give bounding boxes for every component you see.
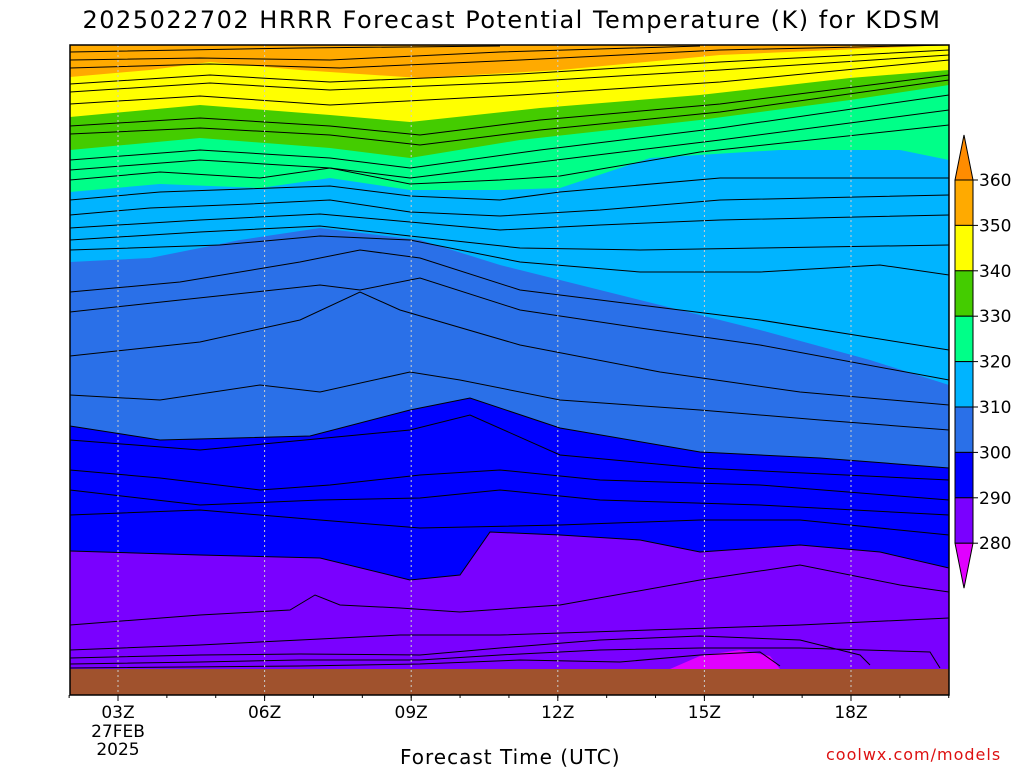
x-date-label: 2025 (96, 740, 139, 760)
ground (70, 669, 949, 695)
contour-line (70, 509, 949, 536)
contour-line (70, 94, 949, 169)
colorbar-segment (954, 497, 974, 544)
contour-line (70, 79, 949, 146)
colorbar-label: 290 (979, 489, 1011, 509)
contour-lines (70, 45, 949, 669)
colorbar-label: 360 (979, 171, 1011, 191)
contour-line (70, 235, 949, 276)
contour-line (70, 194, 949, 217)
colorbar-segment (954, 224, 974, 272)
x-date-label: 27FEB (91, 722, 145, 742)
contour-line (70, 45, 701, 61)
colorbar-bottom-arrow (954, 542, 974, 589)
contour-line (70, 59, 949, 106)
contour-line (70, 45, 949, 69)
colorbar-segment (954, 451, 974, 499)
colorbar-label: 320 (979, 353, 1011, 373)
contour-line (70, 45, 501, 53)
contour-line (70, 371, 949, 431)
contour-line (70, 647, 941, 669)
x-axis-title: Forecast Time (UTC) (400, 745, 621, 769)
plot-frame (69, 44, 950, 696)
contour-line (70, 177, 949, 201)
temperature-bands (70, 45, 949, 695)
colorbar: 360 350 340 330 320 310 300 290 280 (954, 134, 1011, 589)
contour-line (70, 635, 871, 666)
x-tick-label: 03Z (101, 703, 134, 723)
contour-line (70, 277, 949, 381)
colorbar-label: 280 (979, 534, 1011, 554)
contour-line (70, 54, 949, 93)
colorbar-segment (954, 315, 974, 363)
x-tick-label: 09Z (395, 703, 428, 723)
contour-line (70, 489, 949, 516)
colorbar-segment (954, 406, 974, 453)
grid-lines (117, 45, 852, 695)
contour-line (70, 213, 949, 231)
contour-line (70, 469, 949, 501)
temperature-band (670, 650, 780, 669)
contour-line (70, 291, 949, 406)
colorbar-segment (954, 270, 974, 317)
colorbar-label: 330 (979, 307, 1011, 327)
contour-line (70, 74, 949, 136)
contour-line (70, 225, 949, 251)
credit-text: coolwx.com/models (826, 745, 1002, 764)
colorbar-segment (954, 361, 974, 408)
contour-line (70, 397, 949, 469)
contour-line (70, 531, 949, 581)
contour-line (70, 414, 949, 481)
colorbar-top-arrow (954, 134, 974, 181)
contour-line (70, 651, 781, 669)
chart-title: 2025022702 HRRR Forecast Potential Tempe… (82, 6, 942, 34)
colorbar-label: 340 (979, 262, 1011, 282)
contour-line (70, 249, 949, 351)
colorbar-label: 310 (979, 398, 1011, 418)
colorbar-segment (954, 179, 974, 226)
x-tick-label: 18Z (834, 703, 867, 723)
contour-line (70, 124, 949, 185)
x-tick-label: 15Z (688, 703, 721, 723)
x-tick-label: 12Z (541, 703, 574, 723)
colorbar-label: 300 (979, 443, 1011, 463)
contour-line (70, 564, 949, 626)
contour-line (70, 109, 949, 179)
colorbar-label: 350 (979, 216, 1011, 236)
contour-line (70, 617, 949, 651)
contour-line (70, 49, 949, 85)
x-tick-label: 06Z (248, 703, 281, 723)
